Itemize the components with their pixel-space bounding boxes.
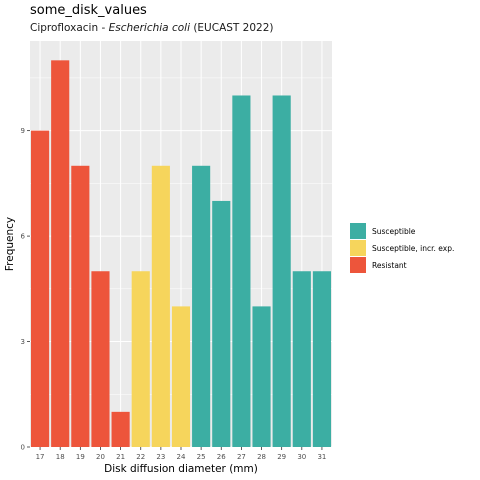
y-axis-title: Frequency xyxy=(4,217,16,271)
bar-22 xyxy=(131,271,150,447)
x-tick-label: 27 xyxy=(237,453,246,461)
y-tick-label: 9 xyxy=(21,127,25,135)
x-tick-label: 23 xyxy=(156,453,165,461)
legend: Susceptible Susceptible, incr. exp. Resist… xyxy=(350,223,454,273)
bar-18 xyxy=(51,60,70,447)
axes: 0 3 6 9 17 18 19 20 21 22 23 24 25 26 27 28 29 30 31 xyxy=(21,127,327,461)
x-tick-label: 24 xyxy=(177,453,186,461)
bars xyxy=(31,60,331,448)
subtitle-organism: Escherichia coli xyxy=(109,22,190,34)
legend-label: Susceptible xyxy=(372,227,416,236)
bar-19 xyxy=(71,165,90,447)
y-tick-label: 3 xyxy=(21,338,25,346)
bar-23 xyxy=(151,165,170,447)
legend-label: Resistant xyxy=(372,261,407,270)
bar-28 xyxy=(252,306,271,447)
x-tick-label: 25 xyxy=(197,453,206,461)
bar-21 xyxy=(111,411,130,447)
chart-subtitle: Ciprofloxacin - Escherichia coli (EUCAST… xyxy=(30,22,274,34)
bar-29 xyxy=(272,95,291,447)
x-tick-label: 22 xyxy=(136,453,145,461)
x-tick-label: 21 xyxy=(116,453,125,461)
x-tick-label: 19 xyxy=(76,453,85,461)
x-tick-label: 26 xyxy=(217,453,226,461)
bar-25 xyxy=(192,165,211,447)
bar-24 xyxy=(171,306,191,447)
bar-26 xyxy=(212,200,231,447)
x-tick-label: 28 xyxy=(257,453,266,461)
x-axis-title: Disk diffusion diameter (mm) xyxy=(104,463,258,475)
x-tick-label: 18 xyxy=(56,453,65,461)
legend-key xyxy=(350,223,366,239)
bar-31 xyxy=(312,271,331,447)
subtitle-antibiotic: Ciprofloxacin - xyxy=(30,22,109,34)
legend-key xyxy=(350,240,366,256)
x-tick-label: 30 xyxy=(297,453,306,461)
x-tick-label: 29 xyxy=(277,453,286,461)
x-tick-label: 17 xyxy=(36,453,45,461)
bar-17 xyxy=(31,130,50,448)
bar-30 xyxy=(292,271,311,447)
bar-20 xyxy=(91,271,110,447)
y-tick-label: 6 xyxy=(21,233,26,241)
legend-label: Susceptible, incr. exp. xyxy=(372,244,454,253)
x-tick-label: 20 xyxy=(96,453,105,461)
x-tick-label: 31 xyxy=(317,453,326,461)
bar-27 xyxy=(232,95,251,447)
legend-key xyxy=(350,257,366,273)
chart-title: some_disk_values xyxy=(30,3,147,18)
subtitle-guideline: (EUCAST 2022) xyxy=(190,22,274,34)
y-tick-label: 0 xyxy=(21,444,25,452)
